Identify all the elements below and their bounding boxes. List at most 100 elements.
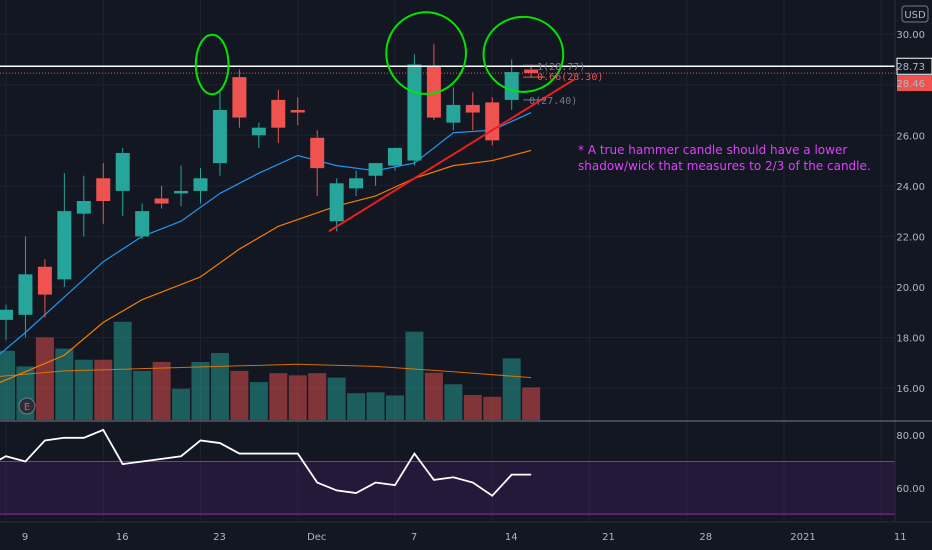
- candle-body: [388, 147, 402, 166]
- volume-bar: [269, 373, 288, 420]
- candle-body: [232, 77, 247, 118]
- candle-body: [37, 266, 52, 295]
- time-tick-label: 21: [602, 532, 615, 543]
- volume-bar: [366, 392, 385, 420]
- annotation-line-2: shadow/wick that measures to 2/3 of the …: [578, 159, 871, 173]
- time-tick-label: 28: [699, 532, 712, 543]
- currency-badge[interactable]: USD: [901, 5, 929, 23]
- volume-bars: [0, 321, 541, 420]
- candle-body: [446, 104, 461, 123]
- highlight-circle: [194, 33, 230, 96]
- time-tick-label: 16: [116, 532, 129, 543]
- highlight-circle: [385, 11, 467, 95]
- last-price-tag: [897, 75, 932, 92]
- resistance-price-label: 28.73: [896, 62, 925, 73]
- candle-body: [290, 109, 305, 113]
- candlesticks: [0, 44, 539, 341]
- volume-bar: [191, 361, 210, 420]
- last-price-label: 28.46: [896, 79, 925, 90]
- fib-level-label: 1(28.77): [537, 62, 585, 73]
- candle-body: [368, 163, 383, 176]
- fib-level-label: 0(27.40): [529, 96, 577, 107]
- time-tick-label: Dec: [307, 532, 326, 543]
- candle-body: [154, 198, 169, 204]
- volume-bar: [74, 359, 93, 420]
- time-tick-label: 11: [894, 532, 907, 543]
- ma-fast-line: [0, 111, 532, 355]
- volume-bar: [308, 373, 327, 420]
- volume-bar: [405, 331, 424, 420]
- volume-bar: [55, 348, 74, 420]
- highlight-circle: [482, 15, 565, 93]
- price-tick-label: 30.00: [896, 30, 925, 41]
- candle-body: [0, 309, 13, 320]
- rsi-tick-label: 60.00: [896, 484, 925, 495]
- candle-body: [57, 211, 72, 280]
- candle-body: [407, 64, 422, 161]
- candle-body: [485, 102, 500, 141]
- moving-averages: [0, 111, 532, 384]
- price-tick-label: 20.00: [896, 283, 925, 294]
- candle-body: [96, 178, 111, 202]
- candle-body: [115, 152, 130, 191]
- price-tick-label: 18.00: [896, 334, 925, 345]
- resistance-price-tag: [896, 57, 932, 75]
- candle-body: [349, 178, 364, 189]
- time-tick-label: 7: [411, 532, 417, 543]
- price-tick-label: 22.00: [896, 232, 925, 243]
- volume-bar: [172, 388, 191, 420]
- candle-body: [76, 201, 91, 214]
- earnings-marker[interactable]: E: [18, 397, 36, 415]
- candle-body: [212, 109, 227, 164]
- volume-bar: [288, 375, 307, 420]
- rsi-band-fill: [0, 461, 895, 515]
- rsi-tick-label: 80.00: [896, 431, 925, 442]
- volume-bar: [424, 372, 443, 420]
- candle-body: [524, 69, 539, 74]
- price-tick-label: 16.00: [896, 384, 925, 395]
- volume-ma-line: [0, 363, 532, 379]
- volume-bar: [210, 353, 229, 420]
- volume-bar: [522, 387, 541, 420]
- volume-bar: [230, 370, 249, 420]
- volume-bar: [444, 384, 463, 420]
- candle-body: [135, 211, 150, 237]
- volume-bar: [386, 395, 404, 420]
- candle-body: [271, 99, 286, 128]
- volume-bar: [152, 361, 171, 420]
- candle-body: [504, 72, 519, 100]
- currency-label: USD: [904, 10, 926, 21]
- support-trendline: [328, 78, 575, 233]
- volume-bar: [113, 321, 132, 420]
- volume-bar: [133, 370, 152, 420]
- earnings-letter: E: [24, 402, 30, 413]
- candle-body: [310, 137, 325, 169]
- time-tick-label: 14: [505, 532, 518, 543]
- volume-bar: [502, 358, 521, 420]
- time-tick-label: 23: [213, 532, 226, 543]
- ma-slow-line: [0, 149, 532, 384]
- time-tick-label: 9: [22, 532, 28, 543]
- candle-body: [329, 183, 344, 222]
- volume-bar: [0, 350, 15, 420]
- volume-bar: [249, 382, 268, 420]
- volume-bar: [35, 337, 54, 420]
- volume-bar: [347, 393, 366, 420]
- rsi-pane: [0, 428, 895, 515]
- drawing-overlays: 1(28.77)0.66(28.30) 0(27.40): [0, 11, 895, 233]
- candle-body: [193, 178, 208, 191]
- annotation-line-1: * A true hammer candle should have a low…: [578, 143, 847, 157]
- volume-bar: [463, 395, 482, 420]
- volume-ma: [0, 363, 532, 379]
- price-tick-label: 24.00: [896, 182, 925, 193]
- volume-bar: [94, 359, 113, 420]
- volume-bar: [483, 396, 502, 420]
- volume-bar: [327, 377, 346, 420]
- candle-body: [465, 104, 480, 113]
- candle-body: [251, 127, 266, 136]
- rsi-line: [0, 428, 532, 497]
- candle-body: [174, 190, 189, 194]
